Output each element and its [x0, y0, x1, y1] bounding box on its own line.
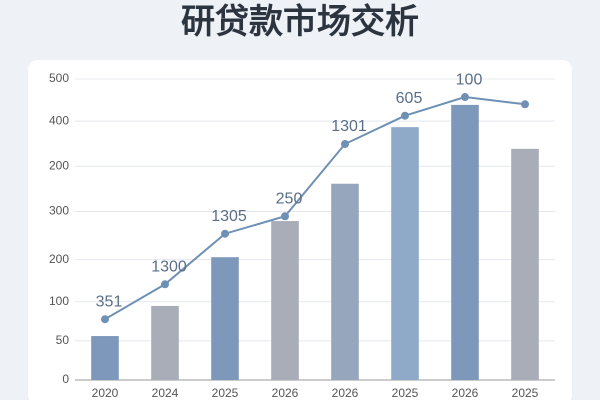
bar — [391, 127, 419, 380]
line — [104, 96, 526, 321]
x-tick-label: 2026 — [452, 386, 479, 400]
bar — [271, 221, 299, 380]
annotation: 1300 — [151, 259, 187, 276]
line-point — [461, 93, 469, 102]
x-tick-label: 2020 — [92, 386, 119, 400]
line-point — [281, 212, 289, 221]
bar — [451, 104, 479, 381]
y-tick-label: 100 — [49, 294, 69, 308]
line-point — [521, 100, 529, 109]
annotation: 605 — [396, 90, 423, 107]
annotation: 250 — [276, 190, 303, 207]
y-tick-label: 500 — [49, 71, 69, 85]
chart-title: 研贷款市场交析 — [181, 2, 419, 41]
y-tick-label: 200 — [49, 158, 69, 172]
x-tick-label: 2025 — [392, 386, 419, 400]
y-tick-label: 300 — [49, 204, 69, 218]
y-tick-label: 200 — [49, 252, 69, 266]
bar — [151, 305, 179, 380]
bar — [91, 336, 119, 380]
y-tick-label: 0 — [62, 372, 69, 386]
bar — [211, 257, 239, 380]
x-tick-label: 2026 — [332, 386, 359, 400]
annotation: 1301 — [331, 118, 367, 135]
line-point — [101, 315, 109, 324]
annotation: 100 — [456, 71, 483, 88]
line-point — [221, 229, 229, 238]
x-tick-label: 2025 — [212, 386, 239, 400]
y-tick-label: 50 — [56, 333, 70, 347]
line-point — [161, 280, 169, 289]
x-tick-label: 2024 — [152, 386, 179, 400]
line-point — [341, 140, 349, 149]
bar — [511, 148, 539, 380]
y-tick-label: 400 — [49, 113, 69, 127]
x-tick-label: 2026 — [272, 386, 299, 400]
line-point — [401, 111, 409, 120]
x-tick-label: 2025 — [512, 386, 539, 400]
bar — [331, 183, 359, 380]
annotation: 351 — [96, 293, 123, 310]
annotation: 1305 — [211, 208, 247, 225]
